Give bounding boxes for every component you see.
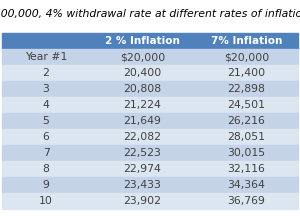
Text: 36,769: 36,769 — [228, 196, 266, 206]
Bar — [2, 193, 91, 209]
Text: 7: 7 — [43, 148, 50, 158]
Bar — [194, 129, 298, 145]
Text: 2: 2 — [43, 68, 50, 78]
Text: 3: 3 — [43, 84, 50, 94]
Text: 22,082: 22,082 — [124, 132, 162, 142]
Text: 26,216: 26,216 — [228, 116, 266, 126]
Text: $20,000: $20,000 — [224, 52, 269, 62]
Bar — [2, 65, 91, 81]
Bar — [91, 145, 194, 161]
Bar — [194, 33, 298, 49]
Text: 22,898: 22,898 — [228, 84, 266, 94]
Text: 20,400: 20,400 — [124, 68, 162, 78]
Text: $20,000: $20,000 — [120, 52, 165, 62]
Text: 22,523: 22,523 — [124, 148, 161, 158]
Text: 34,364: 34,364 — [228, 180, 266, 190]
Bar — [91, 97, 194, 113]
Bar — [194, 145, 298, 161]
Bar — [194, 49, 298, 65]
Text: $500,000, 4% withdrawal rate at different rates of inflation.: $500,000, 4% withdrawal rate at differen… — [0, 9, 300, 19]
Bar — [2, 129, 91, 145]
Text: 4: 4 — [43, 100, 50, 110]
Bar — [91, 113, 194, 129]
Bar — [91, 81, 194, 97]
Bar — [91, 49, 194, 65]
Text: 2 % Inflation: 2 % Inflation — [105, 37, 180, 46]
Text: 21,224: 21,224 — [124, 100, 161, 110]
Bar — [2, 33, 91, 49]
Text: 32,116: 32,116 — [228, 164, 266, 174]
Text: 21,649: 21,649 — [124, 116, 161, 126]
Bar — [2, 177, 91, 193]
Text: 10: 10 — [39, 196, 53, 206]
Bar — [91, 193, 194, 209]
Text: 5: 5 — [43, 116, 50, 126]
Text: 28,051: 28,051 — [227, 132, 266, 142]
Bar — [194, 97, 298, 113]
Text: 23,433: 23,433 — [124, 180, 161, 190]
Bar — [194, 81, 298, 97]
Text: 30,015: 30,015 — [227, 148, 266, 158]
Bar — [2, 145, 91, 161]
Bar — [194, 113, 298, 129]
Bar — [194, 193, 298, 209]
Bar — [2, 113, 91, 129]
Bar — [91, 177, 194, 193]
Bar — [194, 161, 298, 177]
Text: 9: 9 — [43, 180, 50, 190]
Bar — [91, 65, 194, 81]
Text: 20,808: 20,808 — [124, 84, 162, 94]
Bar — [194, 177, 298, 193]
Text: Year #1: Year #1 — [25, 52, 67, 62]
Bar — [2, 97, 91, 113]
Bar — [91, 33, 194, 49]
Bar — [2, 81, 91, 97]
Bar — [91, 129, 194, 145]
Bar — [2, 161, 91, 177]
Text: 24,501: 24,501 — [227, 100, 266, 110]
Text: 22,974: 22,974 — [124, 164, 161, 174]
Text: 6: 6 — [43, 132, 50, 142]
Bar — [91, 161, 194, 177]
Text: 7% Inflation: 7% Inflation — [211, 37, 282, 46]
Text: 23,902: 23,902 — [124, 196, 162, 206]
Bar — [194, 65, 298, 81]
Text: 21,400: 21,400 — [227, 68, 266, 78]
Bar — [2, 49, 91, 65]
Text: 8: 8 — [43, 164, 50, 174]
